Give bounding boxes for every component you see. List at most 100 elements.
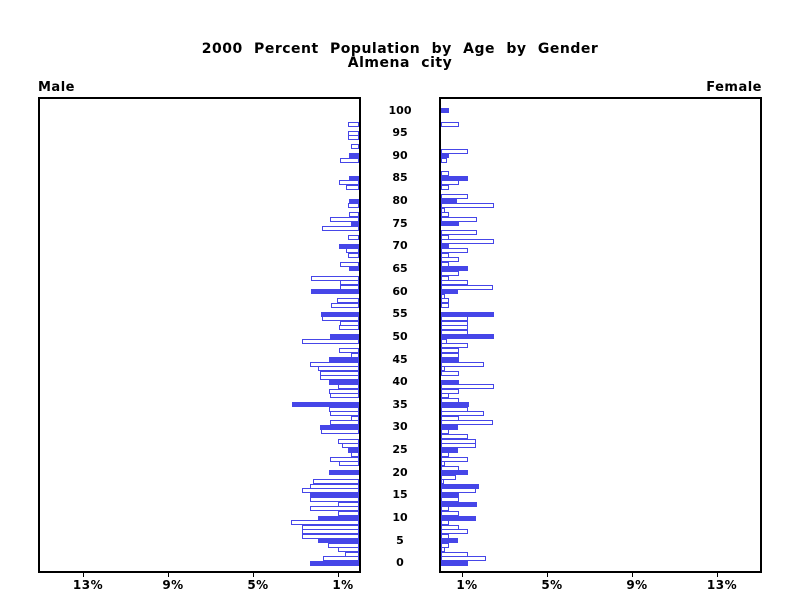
- bar-male-age-16: [302, 488, 359, 493]
- bar-male-age-9: [291, 520, 359, 525]
- bar-male-age-20: [329, 470, 359, 475]
- bar-male-age-62: [340, 280, 359, 285]
- bar-male-age-37: [330, 393, 359, 398]
- bar-female-age-38: [441, 389, 459, 394]
- male-pct-tick: [83, 573, 84, 577]
- bar-female-age-22: [441, 461, 445, 466]
- bar-male-age-79: [348, 203, 359, 208]
- female-pct-tick: [547, 573, 548, 577]
- bar-female-age-43: [441, 366, 445, 371]
- bar-female-age-0: [441, 561, 468, 566]
- bar-male-age-84: [339, 180, 359, 185]
- bar-male-age-33: [330, 411, 359, 416]
- bar-female-age-83: [441, 185, 449, 190]
- age-tick-label-70: 70: [392, 239, 408, 252]
- bar-female-age-44: [441, 362, 484, 367]
- bar-male-age-52: [339, 325, 359, 330]
- bar-female-age-97: [441, 122, 459, 127]
- age-tick-label-25: 25: [392, 443, 408, 456]
- female-pct-label-9%: 9%: [626, 578, 648, 592]
- bar-female-age-19: [441, 475, 456, 480]
- bar-male-age-83: [346, 185, 359, 190]
- bar-male-age-3: [338, 547, 359, 552]
- age-tick-label-0: 0: [396, 556, 404, 569]
- bar-male-age-26: [342, 443, 359, 448]
- age-tick-label-90: 90: [392, 149, 408, 162]
- bar-female-age-29: [441, 429, 449, 434]
- male-pct-label-5%: 5%: [247, 578, 269, 592]
- bar-female-age-5: [441, 538, 458, 543]
- bar-male-age-57: [331, 303, 359, 308]
- bar-male-age-43: [318, 366, 359, 371]
- age-tick-label-15: 15: [392, 488, 408, 501]
- bar-male-age-49: [302, 339, 359, 344]
- bar-female-age-76: [441, 217, 477, 222]
- bar-female-age-86: [441, 171, 449, 176]
- age-tick-label-100: 100: [388, 104, 412, 117]
- bar-male-age-0: [310, 561, 359, 566]
- bar-female-age-26: [441, 443, 476, 448]
- bar-female-age-84: [441, 180, 459, 185]
- bar-male-age-68: [348, 253, 359, 258]
- age-tick-label-30: 30: [392, 420, 408, 433]
- bar-male-age-74: [322, 226, 359, 231]
- bar-male-age-5: [318, 538, 359, 543]
- age-tick-label-40: 40: [392, 375, 408, 388]
- bar-female-age-45: [441, 357, 459, 362]
- age-tick-label-65: 65: [392, 262, 408, 275]
- bar-female-age-24: [441, 452, 449, 457]
- female-pct-label-1%: 1%: [456, 578, 478, 592]
- male-plot-panel: [38, 97, 361, 573]
- bar-male-age-35: [292, 402, 359, 407]
- male-pct-label-1%: 1%: [332, 578, 354, 592]
- bar-male-age-7: [302, 529, 359, 534]
- bar-female-age-13: [441, 502, 477, 507]
- bar-male-age-29: [321, 429, 359, 434]
- age-tick-label-85: 85: [392, 171, 408, 184]
- bar-male-age-69: [346, 248, 359, 253]
- bar-male-age-89: [340, 158, 359, 163]
- bar-female-age-90: [441, 153, 449, 158]
- bar-female-age-42: [441, 371, 459, 376]
- bar-female-age-89: [441, 158, 447, 163]
- bar-female-age-91: [441, 149, 468, 154]
- bar-female-age-10: [441, 516, 476, 521]
- age-tick-label-10: 10: [392, 511, 408, 524]
- bar-male-age-45: [329, 357, 359, 362]
- bar-male-age-97: [348, 122, 359, 127]
- bar-female-age-64: [441, 271, 459, 276]
- male-pct-tick: [253, 573, 254, 577]
- female-header: Female: [706, 80, 762, 95]
- bar-female-age-31: [441, 420, 493, 425]
- age-tick-label-55: 55: [392, 307, 408, 320]
- bar-female-age-54: [441, 316, 468, 321]
- bar-male-age-60: [311, 289, 359, 294]
- male-pct-tick: [338, 573, 339, 577]
- bar-male-age-63: [311, 276, 359, 281]
- age-tick-label-50: 50: [392, 330, 408, 343]
- female-pct-tick: [717, 573, 718, 577]
- bar-male-age-72: [348, 235, 359, 240]
- bar-female-age-11: [441, 511, 459, 516]
- bar-male-age-76: [330, 217, 359, 222]
- age-tick-label-35: 35: [392, 398, 408, 411]
- bar-female-age-50: [441, 334, 494, 339]
- bar-female-age-58: [441, 298, 449, 303]
- bar-female-age-48: [441, 343, 468, 348]
- chart-subtitle: Almena city: [347, 55, 453, 71]
- age-tick-label-20: 20: [392, 466, 408, 479]
- bar-female-age-81: [441, 194, 468, 199]
- bar-female-age-100: [441, 108, 449, 113]
- bar-male-age-92: [351, 144, 359, 149]
- bar-female-age-60: [441, 289, 458, 294]
- bar-female-age-7: [441, 529, 468, 534]
- female-pct-label-13%: 13%: [706, 578, 738, 592]
- male-pct-label-13%: 13%: [72, 578, 104, 592]
- bar-female-age-57: [441, 303, 449, 308]
- bar-male-age-41: [320, 375, 359, 380]
- bar-female-age-62: [441, 280, 468, 285]
- female-pct-tick: [462, 573, 463, 577]
- male-pct-tick: [168, 573, 169, 577]
- bar-female-age-35: [441, 402, 469, 407]
